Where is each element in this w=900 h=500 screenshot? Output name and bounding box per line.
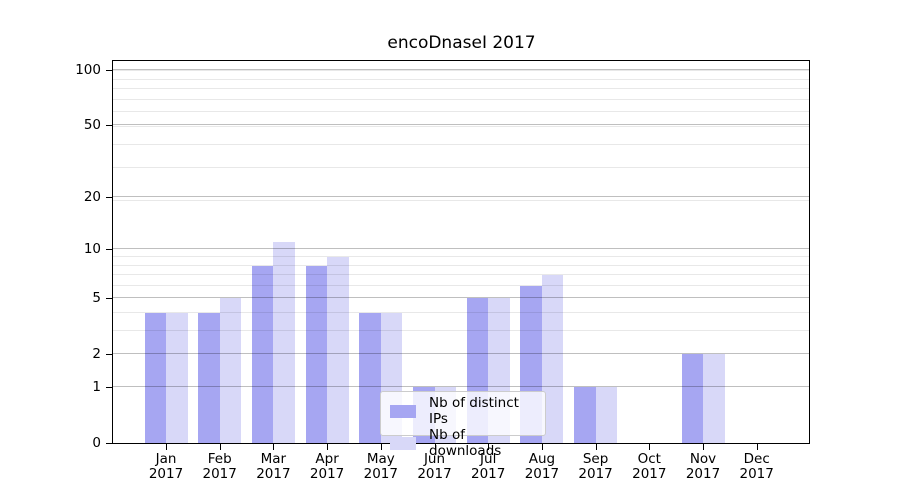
y-tick-label: 100 [75, 62, 101, 79]
gridline-minor [113, 98, 809, 100]
legend-swatch-downloads [390, 436, 416, 450]
x-tick-label: Oct 2017 [632, 451, 667, 482]
y-tick [106, 125, 113, 127]
legend-item-distinct-ips: Nb of distinct IPs [390, 395, 536, 427]
x-tick-label: Jan 2017 [148, 451, 184, 482]
bar-downloads-feb [219, 298, 242, 443]
y-tick [106, 443, 113, 444]
bar-ips-nov [681, 354, 703, 443]
gridline-minor [113, 274, 809, 275]
gridline-minor [113, 111, 809, 113]
y-tick [106, 354, 113, 356]
plot-area [112, 60, 810, 444]
y-tick-label: 5 [92, 290, 101, 307]
gridline-minor [113, 78, 809, 80]
legend-swatch-distinct-ips [390, 404, 416, 418]
gridline-minor [113, 70, 809, 71]
bar-ips-sep [574, 387, 596, 443]
y-tick-label: 2 [92, 346, 101, 363]
bar-downloads-nov [703, 354, 725, 443]
x-tick-label: Dec 2017 [739, 451, 774, 482]
gridline-minor [113, 88, 809, 89]
gridline-minor [113, 144, 809, 145]
y-tick [106, 298, 113, 300]
bar-downloads-jan [166, 313, 188, 443]
gridline-minor [113, 256, 809, 257]
bar-downloads-sep [595, 387, 618, 443]
bar-ips-apr [305, 265, 328, 443]
x-tick [541, 444, 543, 450]
x-tick [273, 444, 275, 450]
y-tick [106, 197, 113, 199]
x-tick-label: May 2017 [363, 451, 398, 482]
bar-ips-jan [144, 313, 166, 443]
y-tick-label: 1 [92, 379, 101, 395]
bar-ips-may [359, 313, 381, 443]
bar-downloads-mar [273, 242, 295, 443]
x-tick [488, 444, 490, 450]
x-tick-label: Mar 2017 [256, 451, 291, 482]
y-tick [106, 387, 113, 388]
gridline-minor [113, 200, 809, 201]
legend-item-downloads: Nb of downloads [390, 427, 536, 459]
x-tick-label: Sep 2017 [578, 451, 613, 482]
bar-ips-mar [251, 265, 274, 443]
x-tick-label: Jun 2017 [417, 451, 452, 482]
x-tick-label: Jul 2017 [471, 451, 506, 482]
gridline-major [113, 353, 809, 355]
gridline-minor [113, 330, 809, 331]
gridline-minor [113, 264, 809, 266]
gridline-minor [113, 167, 809, 169]
legend-label-distinct-ips: Nb of distinct IPs [429, 395, 519, 427]
x-tick-label: Nov 2017 [685, 451, 721, 482]
gridline-major [113, 124, 809, 126]
gridline-minor [113, 284, 809, 286]
y-tick [106, 70, 113, 72]
bar-ips-feb [198, 313, 220, 443]
y-tick-label: 50 [83, 117, 101, 134]
x-tick [327, 444, 329, 450]
y-tick [106, 249, 113, 251]
x-tick [703, 444, 704, 450]
x-tick-label: Feb 2017 [202, 451, 237, 482]
x-tick [649, 444, 651, 450]
gridline-major [113, 248, 809, 250]
chart-title: encoDnaseI 2017 [387, 33, 536, 53]
x-tick-label: Apr 2017 [309, 451, 345, 482]
legend: Nb of distinct IPs Nb of downloads [380, 391, 546, 459]
x-tick [434, 444, 436, 450]
bar-downloads-apr [327, 257, 349, 443]
y-tick-label: 10 [83, 241, 101, 258]
y-tick-label: 0 [92, 435, 101, 451]
x-tick [380, 444, 382, 450]
x-tick [595, 444, 597, 450]
legend-label-downloads: Nb of downloads [429, 427, 502, 459]
x-tick [756, 444, 758, 450]
gridline-major [113, 196, 809, 198]
x-tick [166, 444, 167, 450]
gridline-minor [113, 312, 809, 313]
gridline-major [113, 386, 809, 387]
gridline-major [113, 69, 809, 71]
x-tick [219, 444, 221, 450]
gridline-minor [113, 126, 809, 127]
bar-downloads-aug [541, 275, 564, 443]
x-tick-label: Aug 2017 [524, 451, 560, 482]
y-tick-label: 20 [83, 189, 101, 206]
gridline-major [113, 297, 809, 299]
grid-layer [113, 61, 809, 443]
